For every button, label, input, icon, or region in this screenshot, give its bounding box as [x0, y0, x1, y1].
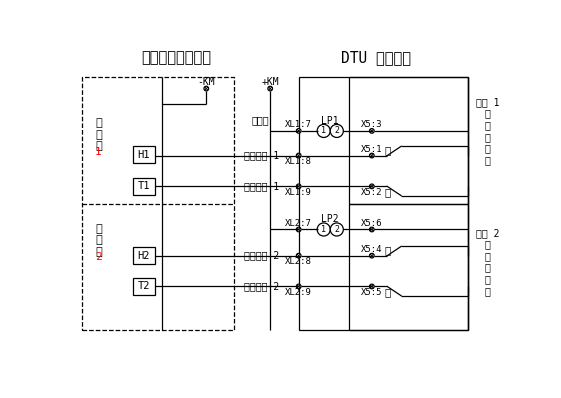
Bar — [349, 77, 468, 204]
Text: XL2:7: XL2:7 — [285, 219, 312, 228]
Bar — [133, 146, 155, 163]
Text: X5:4: X5:4 — [361, 245, 383, 254]
Text: 短接线: 短接线 — [251, 115, 269, 125]
Text: T1: T1 — [137, 181, 150, 191]
Text: XL1:8: XL1:8 — [285, 157, 312, 166]
Circle shape — [330, 124, 343, 137]
Text: LP1: LP1 — [321, 116, 339, 126]
Circle shape — [268, 86, 273, 91]
Text: X5:2: X5:2 — [361, 188, 383, 197]
Text: X5:1: X5:1 — [361, 145, 383, 154]
Bar — [133, 278, 155, 295]
Circle shape — [296, 227, 301, 232]
Text: 2: 2 — [95, 252, 102, 262]
Text: H1: H1 — [137, 150, 150, 160]
Text: XL1:7: XL1:7 — [285, 120, 312, 129]
Circle shape — [370, 184, 374, 189]
Circle shape — [370, 129, 374, 133]
Text: 1: 1 — [321, 225, 326, 234]
Bar — [133, 178, 155, 195]
Text: X5:3: X5:3 — [361, 120, 383, 129]
Text: 线路 1
合
分
闸
控
出: 线路 1 合 分 闸 控 出 — [476, 97, 499, 165]
Text: 2: 2 — [334, 225, 339, 234]
Text: 开关柜合分闸回路: 开关柜合分闸回路 — [141, 50, 211, 65]
Circle shape — [296, 153, 301, 158]
Text: 分闸出口 2: 分闸出口 2 — [244, 281, 279, 291]
Text: H2: H2 — [137, 251, 150, 261]
Circle shape — [330, 223, 343, 236]
Text: X5:5: X5:5 — [361, 288, 383, 297]
Text: 分: 分 — [384, 287, 390, 297]
Text: X5:6: X5:6 — [361, 219, 383, 228]
Circle shape — [370, 284, 374, 289]
Circle shape — [204, 86, 209, 91]
Text: 1: 1 — [321, 127, 326, 135]
Bar — [349, 204, 468, 330]
Text: 合: 合 — [384, 145, 390, 155]
Circle shape — [370, 254, 374, 258]
Text: +KM: +KM — [261, 77, 279, 88]
Text: -KM: -KM — [197, 77, 215, 88]
Text: 合闸出口 2: 合闸出口 2 — [244, 251, 279, 261]
Text: 线路 2
合
分
闸
控
出: 线路 2 合 分 闸 控 出 — [476, 228, 499, 296]
Text: XL1:9: XL1:9 — [285, 188, 312, 197]
Bar — [133, 247, 155, 264]
Circle shape — [317, 223, 330, 236]
Circle shape — [296, 184, 301, 189]
Text: 开
关
柜: 开 关 柜 — [95, 118, 102, 151]
Circle shape — [317, 124, 330, 137]
Circle shape — [296, 254, 301, 258]
Text: 开
关
柜: 开 关 柜 — [95, 224, 102, 257]
Text: LP2: LP2 — [321, 215, 339, 224]
Text: XL2:9: XL2:9 — [285, 288, 312, 297]
Text: 分闸出口 1: 分闸出口 1 — [244, 181, 279, 191]
Text: 分: 分 — [384, 187, 390, 197]
Text: 合: 合 — [384, 245, 390, 255]
Text: 2: 2 — [334, 127, 339, 135]
Text: DTU 遥控回路: DTU 遥控回路 — [341, 50, 411, 65]
Text: XL2:8: XL2:8 — [285, 258, 312, 266]
Text: T2: T2 — [137, 281, 150, 291]
Text: 合闸出口 1: 合闸出口 1 — [244, 150, 279, 160]
Circle shape — [296, 284, 301, 289]
Circle shape — [370, 153, 374, 158]
Circle shape — [296, 129, 301, 133]
Bar — [298, 77, 468, 330]
Text: 1: 1 — [95, 147, 102, 157]
Bar — [81, 77, 234, 330]
Circle shape — [370, 227, 374, 232]
